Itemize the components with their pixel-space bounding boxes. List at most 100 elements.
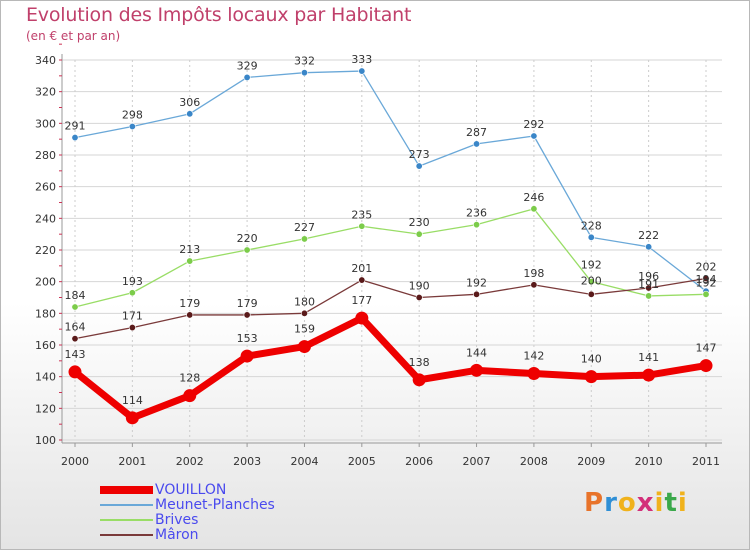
data-point — [358, 222, 366, 230]
data-label: 246 — [523, 191, 544, 204]
series-line-vouillon — [71, 314, 710, 422]
data-label: 230 — [409, 216, 430, 229]
logo-letter: i — [654, 488, 665, 518]
data-label: 200 — [581, 274, 602, 287]
data-point — [642, 368, 656, 382]
x-tick-label: 2008 — [520, 455, 548, 468]
data-label: 329 — [237, 59, 258, 72]
data-label: 128 — [179, 372, 200, 385]
data-point — [358, 276, 366, 284]
data-point — [587, 278, 595, 286]
data-point — [645, 284, 653, 292]
data-label: 140 — [581, 353, 602, 366]
data-label: 227 — [294, 221, 315, 234]
data-point — [473, 221, 481, 229]
data-label: 141 — [638, 351, 659, 364]
series-line-brives — [74, 208, 707, 308]
y-tick-label: 340 — [35, 54, 56, 67]
data-label: 144 — [466, 346, 487, 359]
x-tick-label: 2002 — [176, 455, 204, 468]
data-label: 192 — [696, 276, 717, 289]
data-point — [128, 289, 136, 297]
data-label: 171 — [122, 310, 143, 323]
data-point — [530, 205, 538, 213]
y-tick-label: 220 — [35, 244, 56, 257]
y-tick-label: 240 — [35, 212, 56, 225]
data-label: 332 — [294, 55, 315, 68]
data-label: 192 — [466, 276, 487, 289]
data-point — [645, 243, 653, 251]
data-label: 220 — [237, 232, 258, 245]
data-label: 196 — [638, 270, 659, 283]
x-tick-label: 2011 — [692, 455, 720, 468]
logo-letter: o — [617, 488, 637, 518]
data-point — [415, 162, 423, 170]
data-point — [355, 311, 369, 325]
data-label: 184 — [65, 289, 86, 302]
legend-label: Meunet-Planches — [155, 497, 275, 513]
data-point — [297, 340, 311, 354]
data-point — [473, 140, 481, 148]
data-label: 235 — [351, 208, 372, 221]
data-point — [243, 246, 251, 254]
data-point — [584, 370, 598, 384]
x-tick-label: 2009 — [577, 455, 605, 468]
data-point — [527, 367, 541, 380]
data-point — [128, 123, 136, 131]
x-tick-label: 2007 — [463, 455, 491, 468]
chart-subtitle: (en € et par an) — [26, 29, 121, 43]
series-line-mâron — [74, 277, 707, 340]
data-point — [470, 363, 484, 377]
data-label: 287 — [466, 126, 487, 139]
data-point — [415, 293, 423, 301]
data-point — [186, 110, 194, 118]
data-label: 291 — [65, 120, 86, 133]
y-tick-label: 260 — [35, 181, 56, 194]
data-point — [415, 230, 423, 238]
data-label: 222 — [638, 229, 659, 242]
data-label: 177 — [351, 294, 372, 307]
y-tick-label: 140 — [35, 371, 56, 384]
logo-letter: i — [677, 488, 688, 518]
y-tick-label: 100 — [35, 434, 56, 447]
data-point — [71, 134, 79, 142]
data-point — [71, 303, 79, 311]
data-label: 194 — [696, 273, 717, 286]
x-tick-label: 2010 — [635, 455, 663, 468]
data-point — [128, 324, 136, 332]
data-point — [702, 290, 710, 298]
data-label: 236 — [466, 207, 487, 220]
data-point — [71, 335, 79, 343]
data-point — [358, 67, 366, 75]
data-label: 213 — [179, 243, 200, 256]
x-tick-label: 2000 — [61, 455, 89, 468]
data-label: 164 — [65, 321, 86, 334]
data-label: 273 — [409, 148, 430, 161]
data-label: 179 — [237, 297, 258, 310]
x-tick-label: 2006 — [405, 455, 433, 468]
y-tick-label: 120 — [35, 402, 56, 415]
data-point — [645, 292, 653, 300]
data-point — [300, 235, 308, 243]
legend-label: VOUILLON — [155, 482, 227, 498]
data-point — [587, 290, 595, 298]
data-label: 333 — [351, 53, 372, 66]
legend-swatch — [100, 504, 153, 506]
data-label: 138 — [409, 356, 430, 369]
legend-label: Brives — [155, 512, 199, 528]
data-label: 202 — [696, 261, 717, 274]
logo-letter: r — [604, 488, 618, 518]
data-point — [300, 69, 308, 77]
proxiti-logo: Proxiti — [584, 488, 688, 518]
data-label: 159 — [294, 323, 315, 336]
data-point — [243, 73, 251, 81]
data-point — [530, 281, 538, 289]
legend-swatch — [100, 486, 153, 494]
data-point — [240, 349, 254, 363]
data-point — [183, 389, 197, 403]
x-tick-label: 2004 — [290, 455, 318, 468]
logo-letter: x — [636, 488, 655, 518]
data-label: 114 — [122, 394, 143, 407]
data-point — [125, 411, 139, 425]
